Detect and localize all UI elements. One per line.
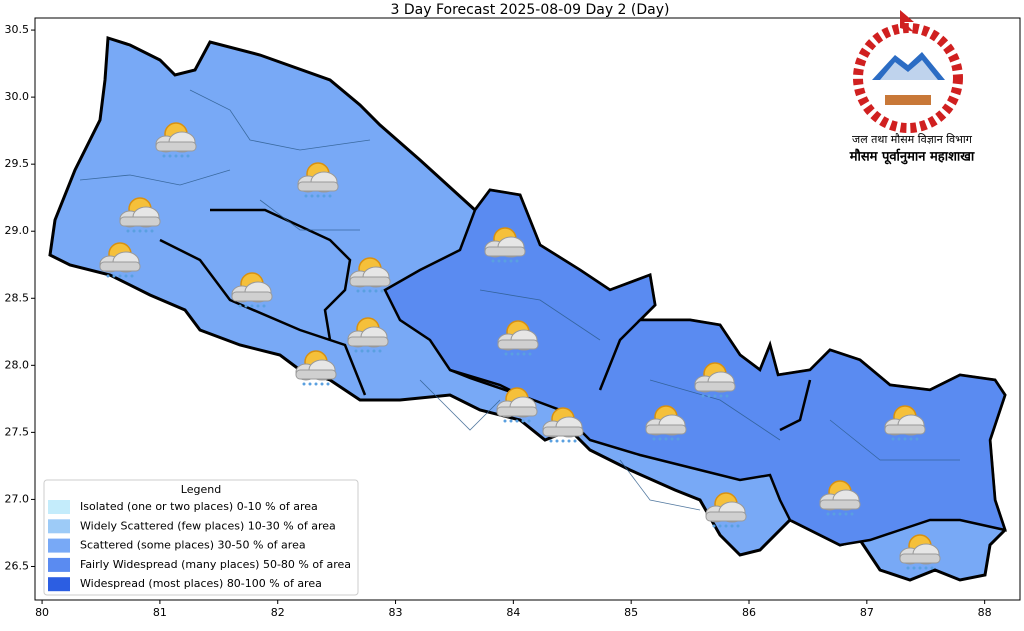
x-tick-label: 82 xyxy=(271,606,285,619)
legend-label: Isolated (one or two places) 0-10 % of a… xyxy=(80,500,318,513)
legend-swatch xyxy=(48,519,70,534)
district-borders xyxy=(79,89,960,511)
x-tick-label: 80 xyxy=(35,606,49,619)
x-tick-label: 88 xyxy=(978,606,992,619)
legend-swatch xyxy=(48,577,70,592)
logo xyxy=(853,10,963,133)
y-tick-label: 26.5 xyxy=(5,559,30,572)
y-tick-label: 28.5 xyxy=(5,291,30,304)
nepal-map xyxy=(48,35,1007,582)
y-tick-label: 30.0 xyxy=(5,90,30,103)
region-fairly-widespread xyxy=(383,188,1007,547)
logo-line2: मौसम पूर्वानुमान महाशाखा xyxy=(849,149,975,165)
legend-label: Scattered (some places) 30-50 % of area xyxy=(80,539,306,552)
legend-title: Legend xyxy=(181,483,221,496)
y-tick-label: 29.5 xyxy=(5,157,30,170)
y-tick-label: 29.0 xyxy=(5,224,30,237)
map-title: 3 Day Forecast 2025-08-09 Day 2 (Day) xyxy=(391,2,670,18)
x-tick-label: 81 xyxy=(153,606,167,619)
x-tick-label: 87 xyxy=(860,606,874,619)
y-tick-label: 27.0 xyxy=(5,492,30,505)
logo-line1: जल तथा मौसम विज्ञान विभाग xyxy=(852,133,973,146)
y-tick-label: 27.5 xyxy=(5,425,30,438)
legend-swatch xyxy=(48,538,70,553)
legend-box xyxy=(43,479,359,596)
legend-swatch xyxy=(48,500,70,514)
x-tick-label: 86 xyxy=(742,606,756,619)
x-tick-label: 85 xyxy=(624,606,638,619)
y-tick-label: 30.5 xyxy=(5,23,30,36)
legend-label: Widely Scattered (few places) 10-30 % of… xyxy=(80,519,336,532)
legend-label: Fairly Widespread (many places) 50-80 % … xyxy=(80,558,351,571)
x-tick-label: 83 xyxy=(389,606,403,619)
x-tick-label: 84 xyxy=(506,606,520,619)
legend-label: Widespread (most places) 80-100 % of are… xyxy=(80,577,322,590)
y-tick-label: 28.0 xyxy=(5,358,30,371)
legend-swatch xyxy=(48,557,70,572)
